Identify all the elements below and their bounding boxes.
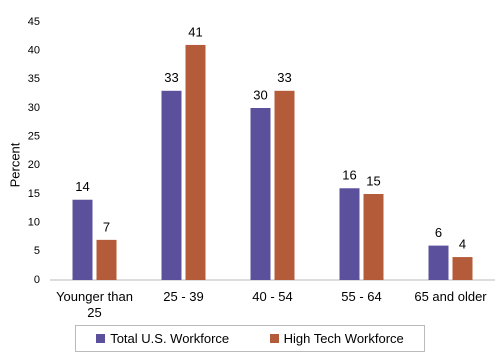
data-label: 4 bbox=[459, 237, 466, 252]
x-tick-label: 55 - 64 bbox=[341, 289, 382, 304]
y-tick-label: 10 bbox=[28, 217, 40, 229]
y-tick-label: 35 bbox=[28, 73, 40, 85]
data-label: 41 bbox=[188, 24, 202, 39]
bar bbox=[96, 239, 117, 280]
x-tick-label: 65 and older bbox=[414, 289, 487, 304]
bar bbox=[72, 199, 93, 280]
bar bbox=[250, 108, 271, 280]
bar bbox=[161, 90, 182, 280]
y-tick-label: 20 bbox=[28, 159, 40, 171]
bar bbox=[428, 245, 449, 280]
bar bbox=[363, 194, 384, 280]
y-tick-label: 15 bbox=[28, 188, 40, 200]
data-label: 6 bbox=[435, 225, 442, 240]
legend-label: High Tech Workforce bbox=[283, 331, 404, 346]
bar bbox=[339, 188, 360, 280]
y-tick-label: 0 bbox=[34, 274, 40, 286]
x-tick-label: 25 - 39 bbox=[163, 289, 204, 304]
bar bbox=[185, 44, 206, 280]
y-tick-label: 25 bbox=[28, 131, 40, 143]
bar bbox=[452, 257, 473, 280]
x-tick-label: Younger than 25 bbox=[56, 289, 133, 320]
data-label: 16 bbox=[342, 168, 356, 183]
legend-label: Total U.S. Workforce bbox=[110, 331, 230, 346]
data-label: 14 bbox=[75, 179, 89, 194]
y-tick-label: 5 bbox=[34, 245, 40, 257]
y-tick-label: 40 bbox=[28, 45, 40, 57]
data-label: 15 bbox=[366, 173, 380, 188]
data-label: 33 bbox=[277, 70, 291, 85]
legend: Total U.S. Workforce High Tech Workforce bbox=[75, 325, 425, 352]
legend-item: Total U.S. Workforce bbox=[96, 331, 229, 346]
legend-swatch bbox=[96, 334, 106, 343]
legend-swatch bbox=[269, 334, 279, 343]
y-tick-label: 30 bbox=[28, 102, 40, 114]
data-label: 30 bbox=[253, 87, 267, 102]
x-tick-label: 40 - 54 bbox=[252, 289, 293, 304]
legend-item: High Tech Workforce bbox=[269, 331, 404, 346]
y-axis-label: Percent bbox=[7, 142, 22, 187]
y-tick-label: 45 bbox=[28, 16, 40, 28]
data-label: 33 bbox=[164, 70, 178, 85]
bar bbox=[274, 90, 295, 280]
data-label: 7 bbox=[103, 219, 110, 234]
